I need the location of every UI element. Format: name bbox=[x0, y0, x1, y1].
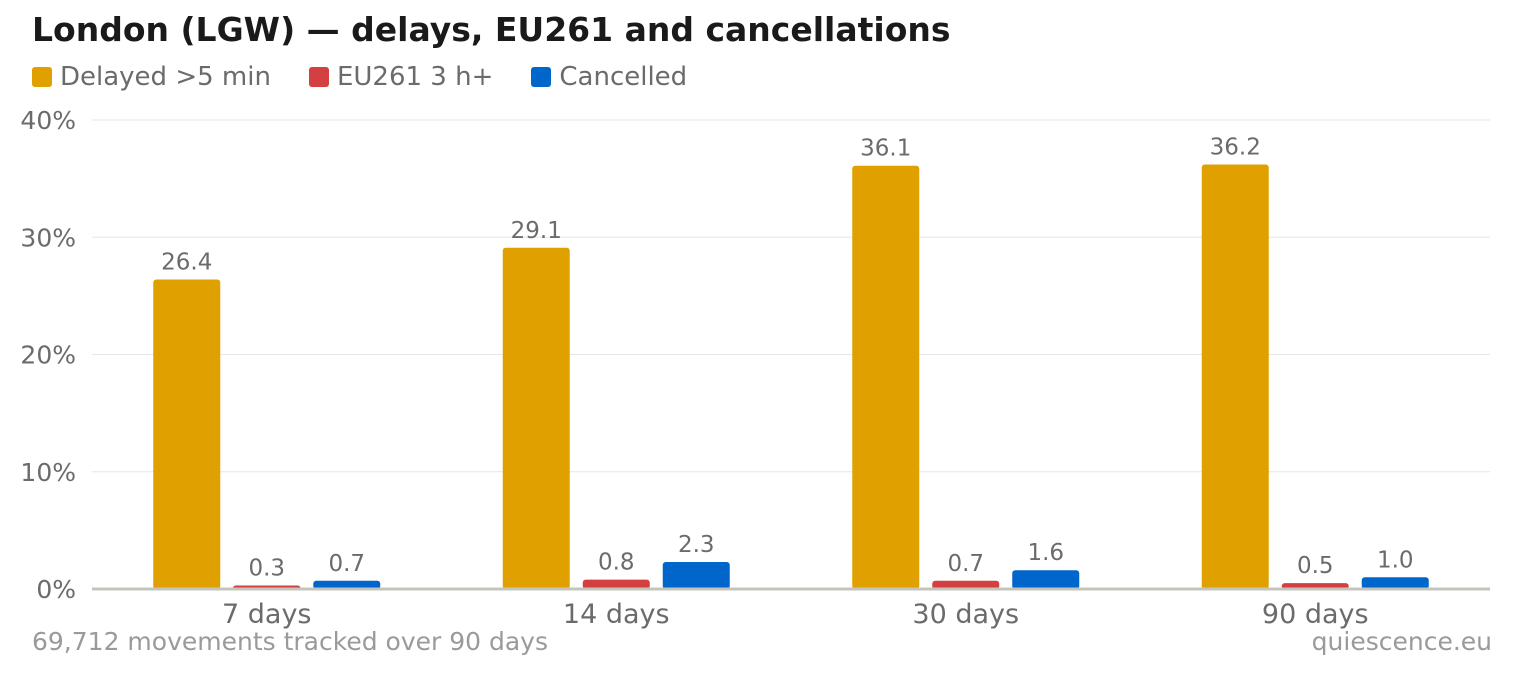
legend-label: EU261 3 h+ bbox=[336, 62, 494, 92]
legend-label: Cancelled bbox=[559, 62, 688, 92]
bar bbox=[153, 279, 221, 589]
data-label: 1.0 bbox=[1377, 547, 1414, 573]
bar bbox=[852, 165, 920, 590]
y-tick-label: 30% bbox=[20, 223, 76, 252]
legend-swatch bbox=[32, 67, 52, 87]
bar bbox=[932, 580, 1000, 589]
y-tick-label: 0% bbox=[36, 575, 76, 604]
source-credit: quiescence.eu bbox=[1311, 627, 1492, 656]
data-label: 0.8 bbox=[598, 550, 635, 576]
legend-swatch bbox=[531, 67, 552, 87]
data-label: 0.7 bbox=[328, 551, 365, 577]
x-tick-label: 30 days bbox=[912, 599, 1019, 630]
bar bbox=[582, 579, 650, 589]
data-label: 0.7 bbox=[947, 551, 984, 577]
y-tick-label: 20% bbox=[20, 341, 76, 370]
bar bbox=[1201, 164, 1269, 589]
data-label: 0.5 bbox=[1297, 553, 1334, 579]
bar bbox=[1361, 577, 1429, 589]
bar bbox=[313, 580, 381, 589]
legend-item: Cancelled bbox=[531, 62, 687, 92]
data-label: 36.1 bbox=[860, 136, 911, 162]
data-label: 0.3 bbox=[248, 555, 285, 581]
x-tick-label: 14 days bbox=[563, 599, 670, 630]
bar bbox=[502, 247, 570, 590]
legend-item: EU261 3 h+ bbox=[308, 62, 494, 92]
bar bbox=[662, 562, 730, 589]
legend-item: Delayed >5 min bbox=[32, 62, 271, 92]
footnote: 69,712 movements tracked over 90 days bbox=[32, 627, 548, 656]
chart-title: London (LGW) — delays, EU261 and cancell… bbox=[32, 10, 951, 49]
x-tick-label: 7 days bbox=[222, 599, 312, 630]
data-label: 36.2 bbox=[1210, 135, 1261, 161]
data-label: 26.4 bbox=[161, 249, 212, 275]
x-tick-label: 90 days bbox=[1262, 599, 1369, 630]
data-label: 2.3 bbox=[678, 532, 715, 558]
legend-swatch bbox=[308, 67, 329, 87]
bar bbox=[1012, 570, 1080, 589]
data-label: 29.1 bbox=[511, 218, 562, 244]
y-tick-label: 10% bbox=[20, 458, 76, 487]
data-label: 1.6 bbox=[1027, 540, 1064, 566]
legend-label: Delayed >5 min bbox=[60, 62, 271, 92]
y-tick-label: 40% bbox=[20, 106, 76, 135]
legend: Delayed >5 min EU261 3 h+ Cancelled bbox=[32, 60, 725, 94]
